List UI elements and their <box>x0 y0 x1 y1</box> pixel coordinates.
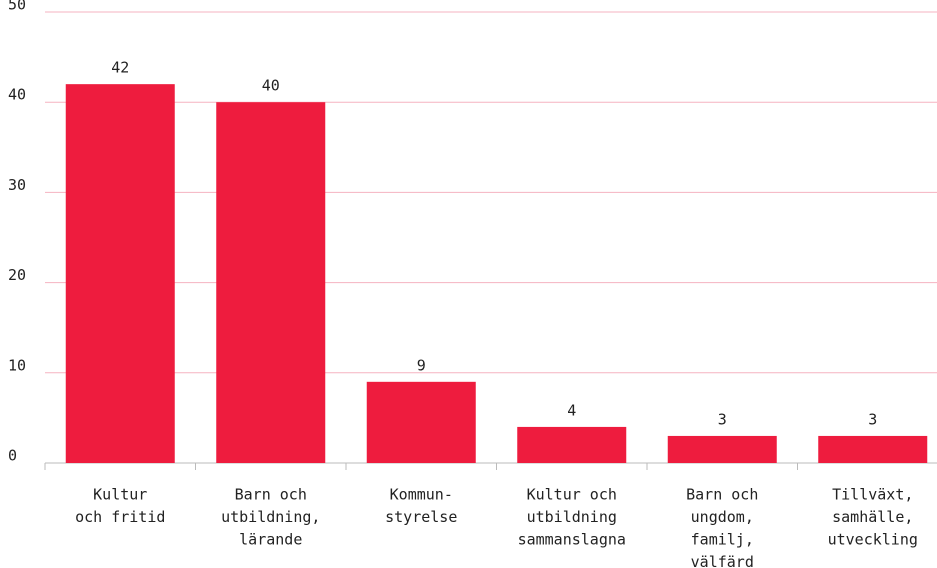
x-tick-label: ungdom, <box>691 508 754 526</box>
value-label: 3 <box>718 410 727 428</box>
bar <box>818 435 928 463</box>
x-tick-label: Tillväxt, <box>832 486 913 504</box>
x-tick-label: utveckling <box>828 531 918 549</box>
x-tick-label: lärande <box>239 531 302 549</box>
x-tick-label: utbildning, <box>221 508 320 526</box>
bar <box>366 381 476 463</box>
bar <box>216 102 326 463</box>
y-tick-label: 40 <box>8 86 26 104</box>
bar <box>667 435 777 463</box>
value-label: 4 <box>567 401 576 419</box>
x-tick-label: samhälle, <box>832 508 913 526</box>
x-tick-label: Kommun- <box>390 486 453 504</box>
x-tick-label: Kultur <box>93 486 147 504</box>
x-tick-label: Kultur och <box>527 486 617 504</box>
value-label: 42 <box>111 59 129 77</box>
x-tick-label: Barn och <box>686 486 758 504</box>
x-tick-label: utbildning <box>527 508 617 526</box>
y-tick-label: 30 <box>8 176 26 194</box>
x-tick-label: sammanslagna <box>518 531 626 549</box>
value-label: 40 <box>262 77 280 95</box>
bar <box>65 84 175 463</box>
y-tick-label: 10 <box>8 356 26 374</box>
x-tick-label: styrelse <box>385 508 457 526</box>
x-tick-label: välfärd <box>691 553 754 568</box>
y-tick-label: 50 <box>8 0 26 14</box>
y-tick-label: 20 <box>8 266 26 284</box>
x-tick-label: och fritid <box>75 508 165 526</box>
y-tick-label: 0 <box>8 447 17 465</box>
value-label: 3 <box>868 410 877 428</box>
value-label: 9 <box>417 356 426 374</box>
bar <box>517 426 627 463</box>
x-tick-label: familj, <box>691 531 754 549</box>
x-tick-label: Barn och <box>235 486 307 504</box>
